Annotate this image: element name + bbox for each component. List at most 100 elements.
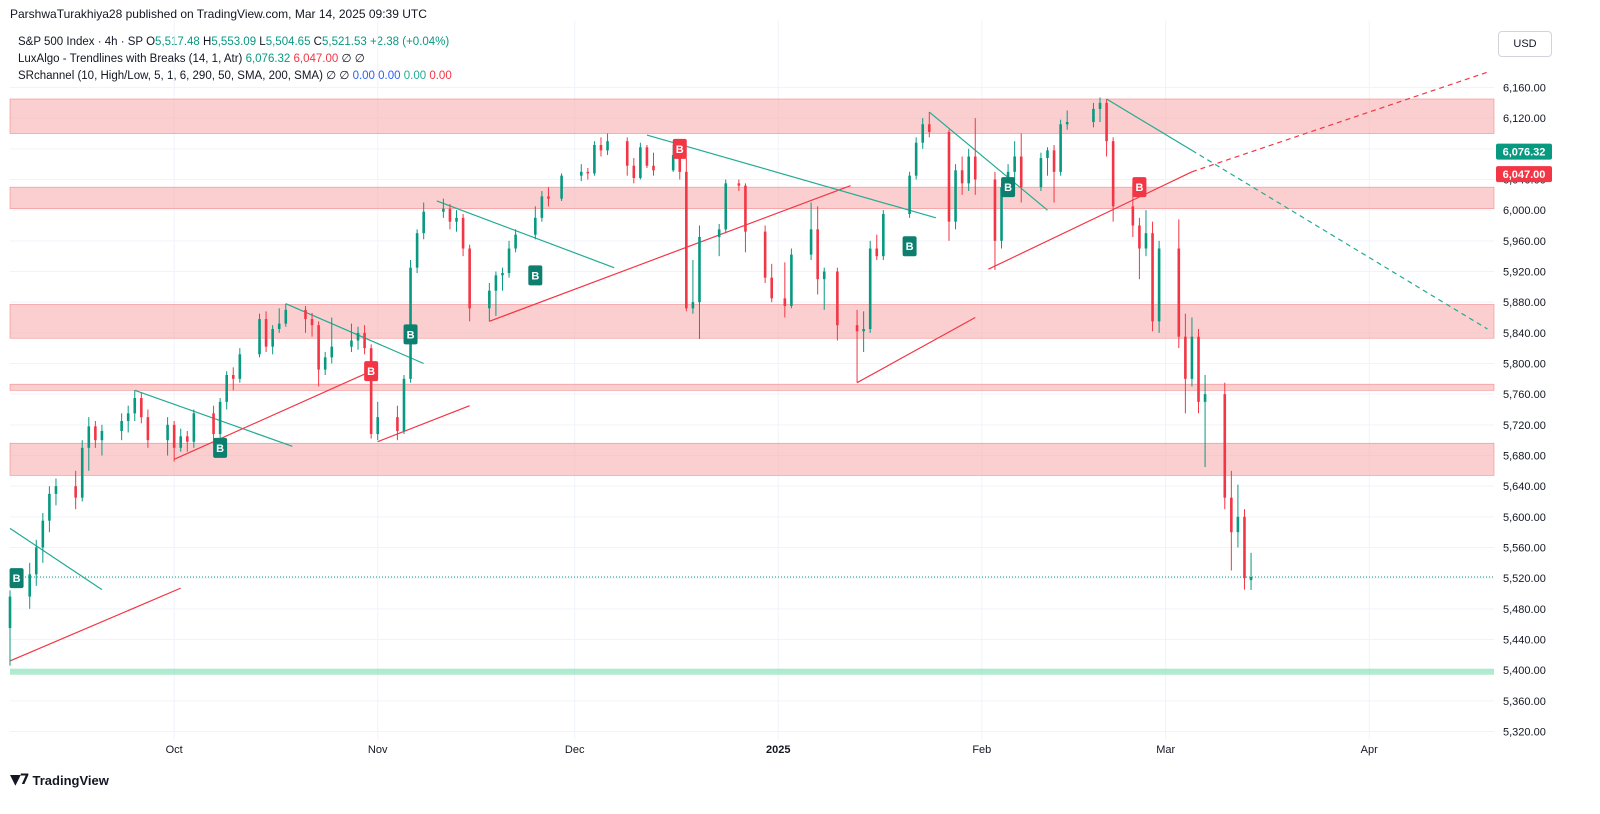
candle-body[interactable] <box>87 426 91 448</box>
candle-body[interactable] <box>1223 394 1227 498</box>
candle-body[interactable] <box>409 267 412 379</box>
candle-body[interactable] <box>28 574 31 597</box>
candle-body[interactable] <box>514 234 517 249</box>
candle-body[interactable] <box>225 375 228 402</box>
candle-body[interactable] <box>671 154 675 171</box>
candle-body[interactable] <box>744 185 747 232</box>
candle-body[interactable] <box>947 131 951 222</box>
candle-body[interactable] <box>586 171 590 174</box>
candle-body[interactable] <box>1052 150 1056 172</box>
candle-body[interactable] <box>1243 516 1246 579</box>
candle-body[interactable] <box>540 196 544 218</box>
candle-body[interactable] <box>1151 233 1154 322</box>
candle-body[interactable] <box>507 248 511 274</box>
candle-body[interactable] <box>277 323 281 329</box>
candle-body[interactable] <box>1236 516 1240 533</box>
candle-body[interactable] <box>284 309 288 324</box>
candle-body[interactable] <box>1230 497 1233 533</box>
candle-body[interactable] <box>954 170 957 222</box>
candle-body[interactable] <box>172 424 176 448</box>
candle-body[interactable] <box>356 332 360 341</box>
candle-body[interactable] <box>179 436 183 448</box>
candle-body[interactable] <box>212 413 215 435</box>
candle-body[interactable] <box>369 348 373 435</box>
candle-body[interactable] <box>146 417 150 441</box>
candle-body[interactable] <box>74 486 77 498</box>
candle-body[interactable] <box>560 175 563 199</box>
candle-body[interactable] <box>593 145 596 174</box>
tradingview-footer[interactable]: ▼7 TradingView <box>10 772 109 788</box>
candle-body[interactable] <box>218 401 222 435</box>
candle-body[interactable] <box>547 196 550 199</box>
candle-body[interactable] <box>304 309 307 320</box>
candle-body[interactable] <box>192 413 196 442</box>
candle-body[interactable] <box>1144 233 1148 249</box>
candle-body[interactable] <box>967 156 970 184</box>
candle-body[interactable] <box>1039 158 1043 188</box>
symbol-name[interactable]: S&P 500 Index · 4h · SP <box>18 36 143 48</box>
candle-body[interactable] <box>317 325 320 370</box>
candle-body[interactable] <box>501 273 504 276</box>
candle-body[interactable] <box>258 319 261 355</box>
candle-body[interactable] <box>48 493 51 521</box>
candle-body[interactable] <box>468 248 471 309</box>
candle-body[interactable] <box>415 233 419 268</box>
candle-body[interactable] <box>862 329 865 332</box>
candle-body[interactable] <box>363 332 366 349</box>
candle-body[interactable] <box>1184 336 1187 379</box>
candle-body[interactable] <box>140 398 143 418</box>
candle-body[interactable] <box>993 179 997 241</box>
candle-body[interactable] <box>927 124 931 132</box>
candle-body[interactable] <box>1046 150 1049 159</box>
candle-body[interactable] <box>1111 141 1115 207</box>
candle-body[interactable] <box>836 271 839 326</box>
candle-body[interactable] <box>606 141 609 151</box>
candle-body[interactable] <box>678 154 682 172</box>
candle-body[interactable] <box>185 436 189 442</box>
srchannel-indicator-name[interactable]: SRchannel (10, High/Low, 5, 1, 6, 290, 5… <box>18 70 323 82</box>
candle-body[interactable] <box>126 413 130 421</box>
candle-body[interactable] <box>763 231 767 278</box>
candle-body[interactable] <box>875 248 879 257</box>
candle-body[interactable] <box>310 319 314 326</box>
candle-body[interactable] <box>639 147 642 178</box>
candle-body[interactable] <box>973 156 977 180</box>
candle-body[interactable] <box>231 375 235 379</box>
candle-body[interactable] <box>717 229 721 237</box>
candle-body[interactable] <box>1190 336 1194 379</box>
candle-body[interactable] <box>396 417 399 431</box>
candle-body[interactable] <box>488 290 491 309</box>
candle-body[interactable] <box>1105 102 1108 142</box>
legend-luxalgo-row[interactable]: LuxAlgo - Trendlines with Breaks (14, 1,… <box>18 51 452 68</box>
candle-body[interactable] <box>455 217 458 222</box>
candle-body[interactable] <box>376 417 380 435</box>
candle-body[interactable] <box>238 354 242 379</box>
candle-body[interactable] <box>1059 124 1062 172</box>
candle-body[interactable] <box>855 325 859 332</box>
candle-body[interactable] <box>822 271 826 280</box>
candle-body[interactable] <box>80 447 84 498</box>
currency-button[interactable]: USD <box>1498 31 1552 57</box>
candle-body[interactable] <box>330 346 334 358</box>
candle-body[interactable] <box>166 424 169 441</box>
candle-body[interactable] <box>770 277 773 299</box>
candle-body[interactable] <box>868 248 872 330</box>
candle-body[interactable] <box>41 520 45 548</box>
candle-body[interactable] <box>579 171 583 176</box>
candle-body[interactable] <box>133 398 137 414</box>
candle-body[interactable] <box>908 175 911 214</box>
candle-body[interactable] <box>422 211 425 234</box>
candle-body[interactable] <box>461 217 465 249</box>
candle-body[interactable] <box>54 486 58 494</box>
candle-body[interactable] <box>100 430 104 441</box>
candle-body[interactable] <box>809 229 813 255</box>
candle-body[interactable] <box>625 141 629 166</box>
candle-body[interactable] <box>816 229 819 280</box>
candle-body[interactable] <box>1203 394 1207 402</box>
candle-body[interactable] <box>264 319 268 347</box>
candle-body[interactable] <box>1000 187 1003 241</box>
candle-body[interactable] <box>691 302 695 309</box>
candle-body[interactable] <box>737 183 741 186</box>
candle-body[interactable] <box>494 275 498 291</box>
